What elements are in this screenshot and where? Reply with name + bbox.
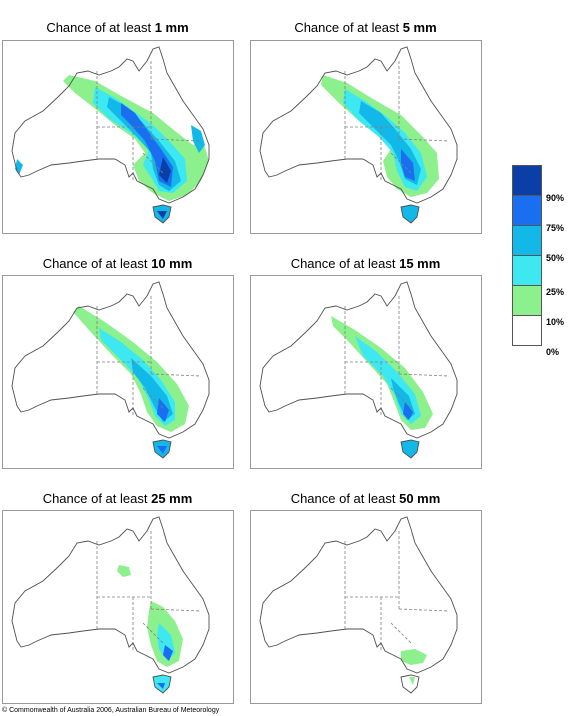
panel-title-15mm: Chance of at least 15 mm [290,256,441,271]
rainfall-area [121,103,173,187]
coastline [259,46,458,204]
state-border [398,608,450,612]
legend-label-50: 50% [546,253,565,263]
legend-label-90: 90% [546,193,565,203]
panel-title-50mm: Chance of at least 50 mm [290,491,441,506]
rainfall-area [117,565,131,577]
coastline [11,46,210,204]
map-50mm [250,510,482,704]
legend-swatch-50 [512,225,542,256]
legend-swatch-90 [512,165,542,196]
australia-map [11,281,210,459]
legend-label-75: 75% [546,223,565,233]
australia-map [259,46,458,224]
copyright-notice: © Commonwealth of Australia 2006, Austra… [2,707,220,714]
panel-title-10mm: Chance of at least 10 mm [42,256,193,271]
rainfall-area [157,683,165,689]
legend-swatch-10 [512,285,542,316]
coastline [152,204,172,224]
rainfall-area [157,211,167,219]
rainfall-area [159,157,171,183]
coastline [11,281,210,439]
coastline [152,439,172,459]
coastline [259,516,458,674]
coastline [400,439,420,459]
rainfall-area [409,677,415,685]
rainfall-area [401,205,419,223]
panel-title-25mm: Chance of at least 25 mm [42,491,193,506]
rainfall-area [401,149,415,181]
map-25mm [2,510,234,704]
australia-map [259,281,458,459]
australia-map [11,46,210,224]
map-1mm [2,40,234,234]
rainfall-area [163,645,173,661]
legend-label-10: 10% [546,317,565,327]
probability-legend: 90% 75% 50% 25% 10% 0% [512,165,564,357]
map-10mm [2,275,234,469]
rainfall-area [401,649,427,665]
coastline [11,516,210,674]
rainfall-area [157,398,169,422]
legend-label-25: 25% [546,287,565,297]
land-area [260,517,457,673]
coastline [400,674,420,694]
australia-map [11,516,210,694]
panel-title-5mm: Chance of at least 5 mm [294,20,437,35]
coastline [400,204,420,224]
legend-swatch-75 [512,195,542,226]
rainfall-area [401,440,419,458]
rainfall-area [191,125,205,153]
legend-label-0: 0% [546,347,560,357]
rainfall-area [157,446,167,454]
map-5mm [250,40,482,234]
panel-title-1mm: Chance of at least 1 mm [46,20,189,35]
australia-map [259,516,458,694]
state-border [398,373,450,377]
legend-swatch-25 [512,255,542,286]
coastline [152,674,172,694]
state-border [150,373,202,377]
map-15mm [250,275,482,469]
rainfall-area [403,402,413,420]
coastline [259,281,458,439]
state-border [398,138,450,142]
state-border [150,608,202,612]
legend-swatch-0 [512,315,542,346]
state-border [150,138,202,142]
